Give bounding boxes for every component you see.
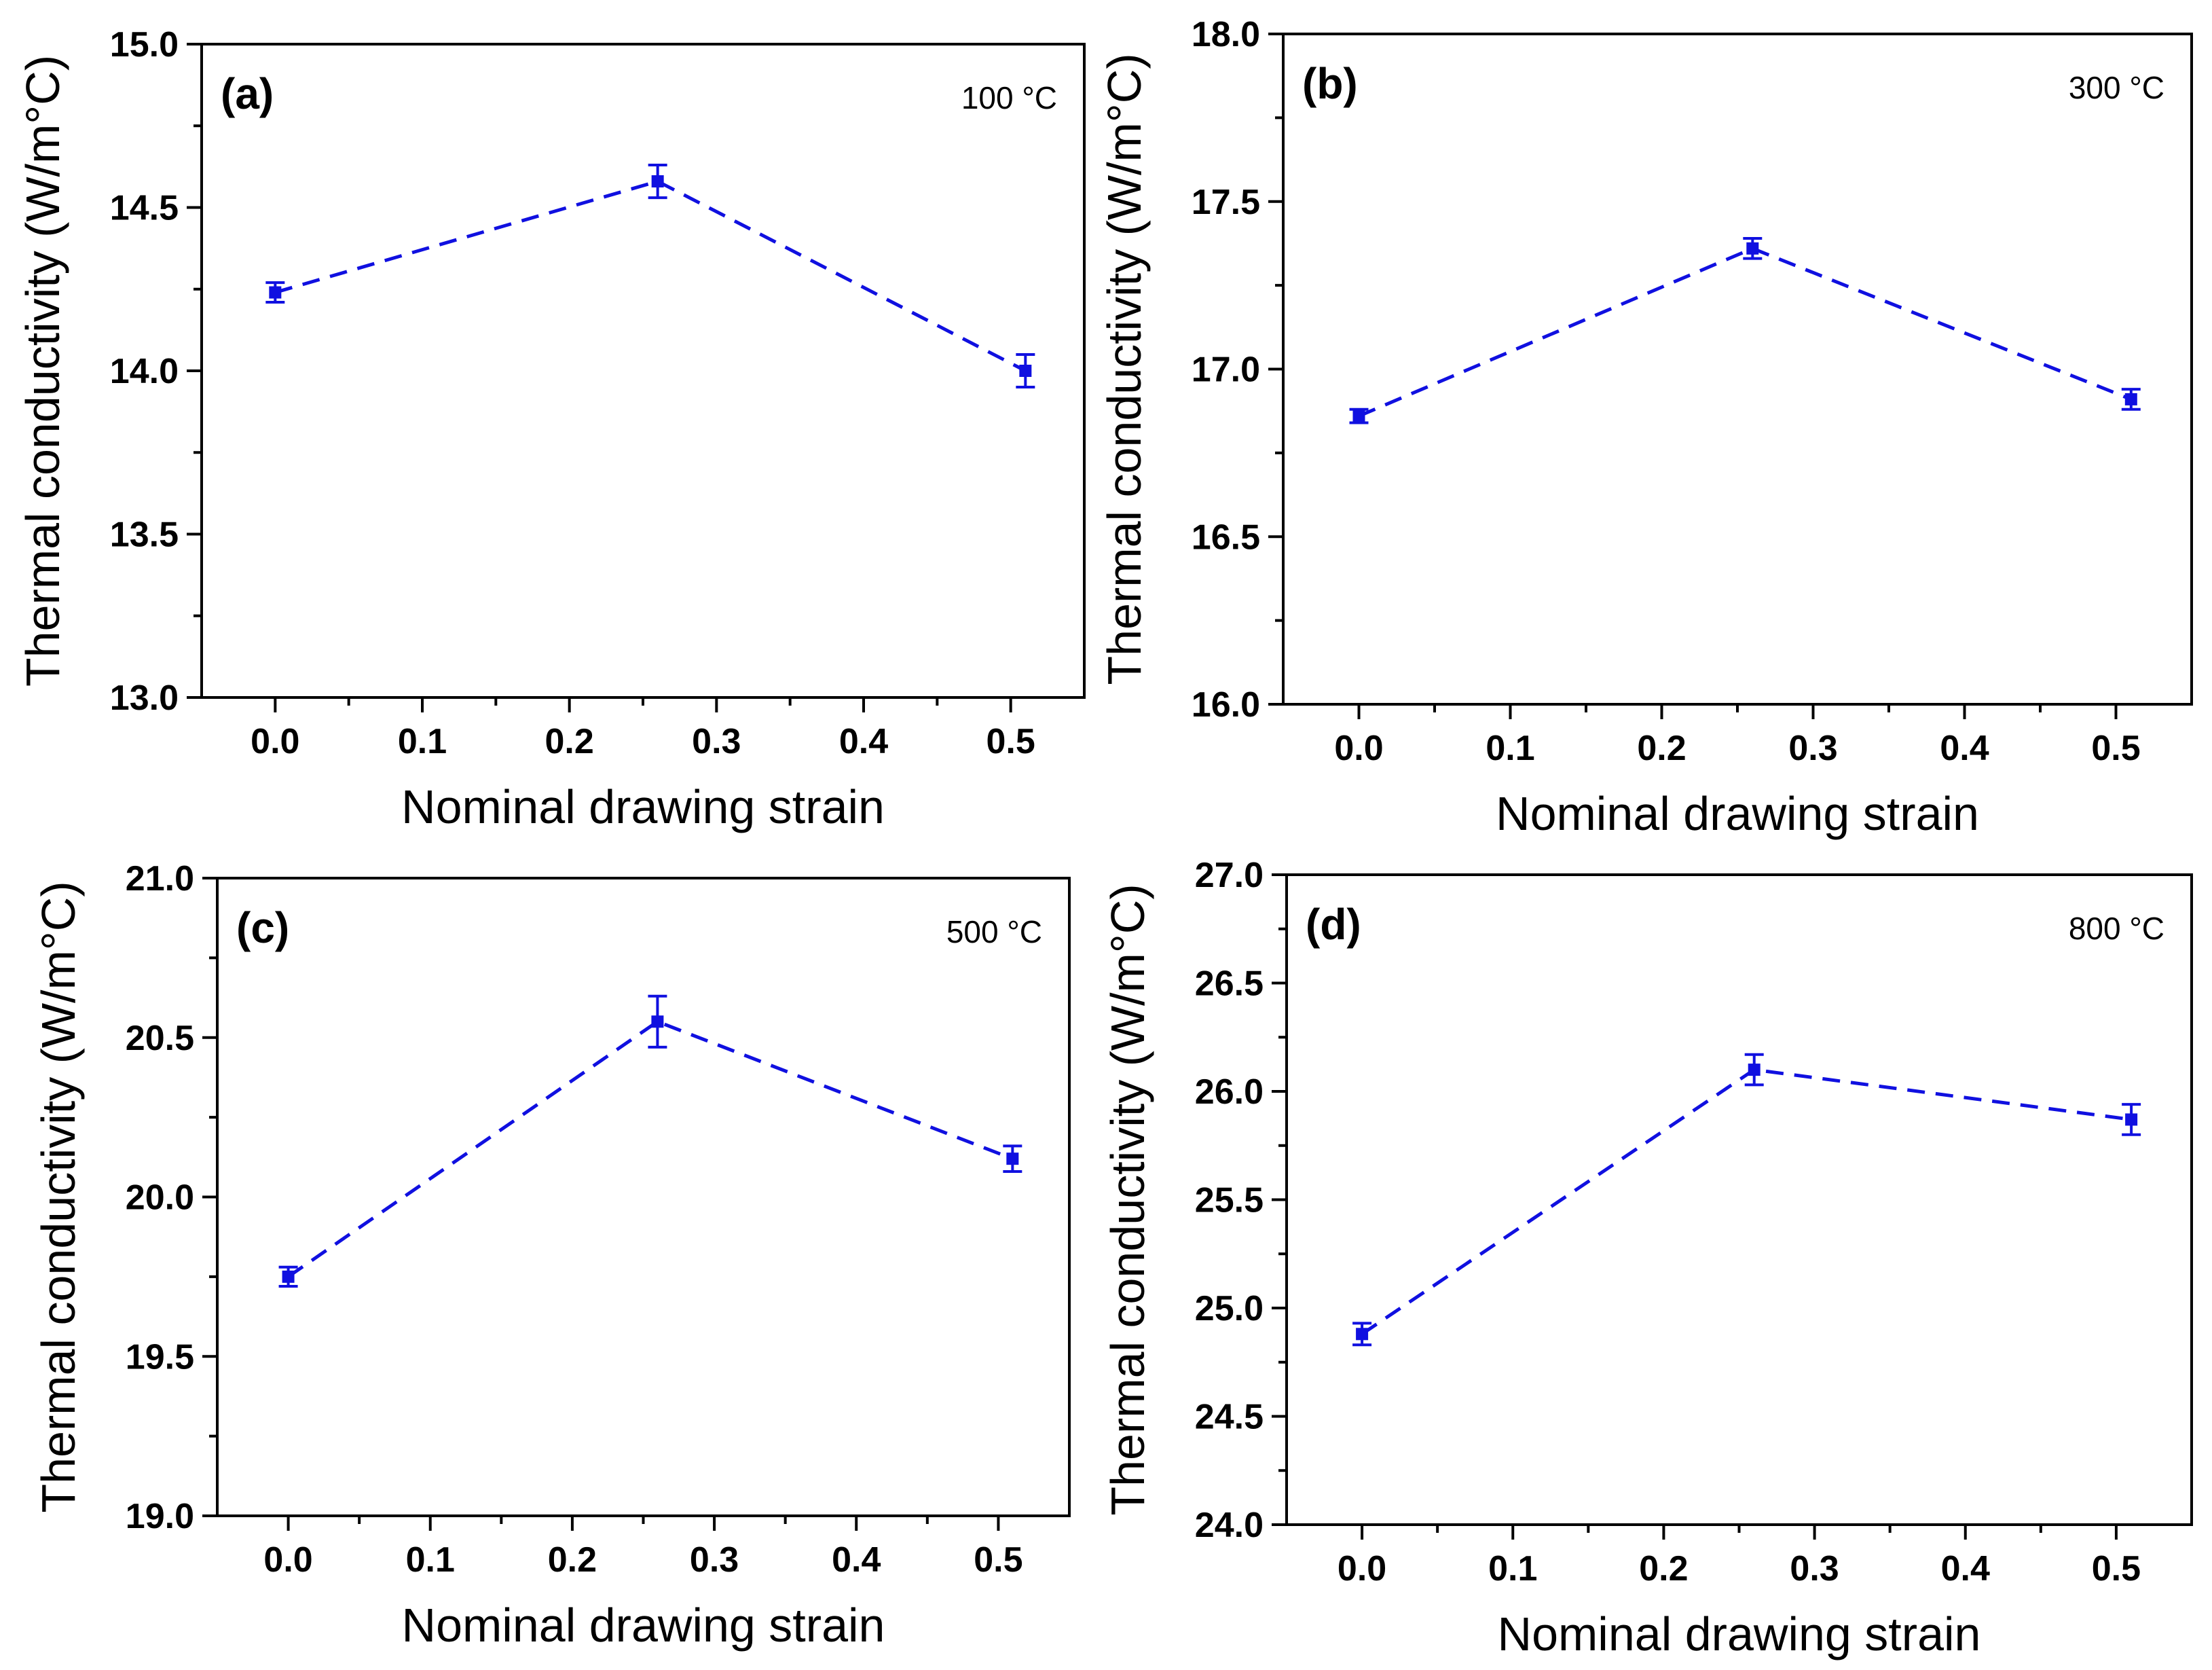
y-tick-label: 18.0	[1192, 15, 1260, 54]
data-point	[1352, 410, 1365, 422]
panel-d: 0.0 0.1 0.2 0.3 0.4 0.5 24.0 24.5 25.0 25.5 26.0 26…	[1101, 856, 2193, 1660]
y-tick-label: 20.5	[126, 1019, 194, 1058]
plot-frame	[216, 877, 1071, 1517]
y-tick-label: 16.5	[1192, 518, 1260, 557]
x-tick-label: 0.4	[1941, 1549, 1990, 1589]
data-point	[1746, 242, 1759, 255]
x-tick-label: 0.4	[1940, 729, 1989, 768]
y-tick-label: 17.0	[1192, 350, 1260, 390]
x-tick-label: 0.2	[1639, 1549, 1688, 1589]
x-axis-title: Nominal drawing strain	[1496, 787, 1979, 840]
y-tick-label: 24.0	[1195, 1506, 1264, 1545]
y-tick-label: 25.0	[1195, 1289, 1264, 1328]
x-tick-label: 0.3	[1790, 1549, 1839, 1589]
x-tick-label: 0.0	[251, 722, 299, 761]
plot-frame	[200, 43, 1086, 699]
panel-label: (b)	[1302, 59, 1358, 108]
y-tick-label: 13.0	[110, 678, 179, 718]
y-axis-title: Thermal conductivity (W/m°C)	[16, 55, 69, 687]
x-axis-title: Nominal drawing strain	[1498, 1608, 1981, 1660]
x-tick-label: 0.0	[1334, 729, 1383, 768]
y-axis-title: Thermal conductivity (W/m°C)	[1101, 884, 1154, 1515]
x-axis-title: Nominal drawing strain	[402, 1599, 885, 1652]
temperature-label: 100 °C	[961, 80, 1057, 115]
y-tick-label: 24.5	[1195, 1398, 1264, 1437]
x-tick-label: 0.4	[832, 1540, 881, 1580]
panel-label: (d)	[1306, 900, 1361, 949]
series-line	[1358, 247, 2132, 418]
y-tick-label: 14.5	[110, 189, 179, 228]
panel-a: 0.0 0.1 0.2 0.3 0.4 0.5 13.0 13.5 14.0 14.5 15.0 No…	[16, 25, 1086, 833]
y-axis-title: Thermal conductivity (W/m°C)	[32, 881, 85, 1512]
x-tick-label: 0.0	[1338, 1549, 1386, 1589]
data-point	[1748, 1064, 1761, 1076]
y-tick-label: 16.0	[1192, 685, 1260, 725]
x-tick-label: 0.3	[1788, 729, 1837, 768]
y-tick-label: 27.0	[1195, 856, 1264, 895]
x-tick-label: 0.2	[1637, 729, 1686, 768]
panel-label: (c)	[236, 903, 289, 952]
data-point	[651, 1015, 664, 1028]
series-line	[1361, 1068, 2132, 1336]
series-line	[287, 1019, 1014, 1278]
y-tick-label: 15.0	[110, 25, 179, 65]
panel-c: 0.0 0.1 0.2 0.3 0.4 0.5 19.0 19.5 20.0 20.5 21.0 No…	[32, 859, 1071, 1652]
temperature-label: 500 °C	[946, 914, 1042, 949]
data-point	[1019, 365, 1032, 377]
panel-label: (a)	[221, 69, 274, 118]
y-axis-title: Thermal conductivity (W/m°C)	[1098, 53, 1151, 685]
x-tick-label: 0.3	[690, 1540, 739, 1580]
x-tick-label: 0.1	[1486, 729, 1534, 768]
y-tick-label: 26.0	[1195, 1072, 1264, 1112]
x-tick-label: 0.0	[263, 1540, 312, 1580]
data-point	[2124, 393, 2137, 405]
plot-frame	[1285, 873, 2193, 1526]
x-axis-title: Nominal drawing strain	[401, 780, 885, 833]
y-tick-label: 25.5	[1195, 1181, 1264, 1220]
x-tick-label: 0.1	[398, 722, 447, 761]
y-tick-label: 26.5	[1195, 964, 1264, 1004]
y-tick-label: 20.0	[126, 1178, 194, 1218]
series-line	[274, 179, 1027, 373]
data-point	[2125, 1113, 2138, 1126]
x-tick-label: 0.1	[1488, 1549, 1537, 1589]
data-point	[282, 1270, 295, 1283]
y-tick-label: 19.0	[126, 1497, 194, 1536]
x-tick-label: 0.3	[692, 722, 741, 761]
panel-b: 0.0 0.1 0.2 0.3 0.4 0.5 16.0 16.5 17.0 17.5 18.0 No…	[1098, 15, 2193, 840]
x-tick-label: 0.5	[974, 1540, 1022, 1580]
x-tick-label: 0.2	[548, 1540, 597, 1580]
x-tick-label: 0.5	[987, 722, 1035, 761]
data-point	[1356, 1328, 1369, 1341]
data-point	[269, 286, 282, 299]
y-tick-label: 19.5	[126, 1337, 194, 1377]
data-point	[651, 175, 664, 188]
x-tick-label: 0.5	[2092, 1549, 2141, 1589]
y-tick-label: 17.5	[1192, 183, 1260, 222]
y-tick-label: 21.0	[126, 859, 194, 898]
y-tick-label: 14.0	[110, 352, 179, 391]
temperature-label: 800 °C	[2069, 911, 2164, 946]
x-tick-label: 0.4	[839, 722, 888, 761]
data-point	[1006, 1152, 1019, 1165]
x-tick-label: 0.2	[545, 722, 594, 761]
temperature-label: 300 °C	[2069, 70, 2164, 105]
x-tick-label: 0.1	[406, 1540, 455, 1580]
x-tick-label: 0.5	[2091, 729, 2140, 768]
y-tick-label: 13.5	[110, 515, 179, 555]
